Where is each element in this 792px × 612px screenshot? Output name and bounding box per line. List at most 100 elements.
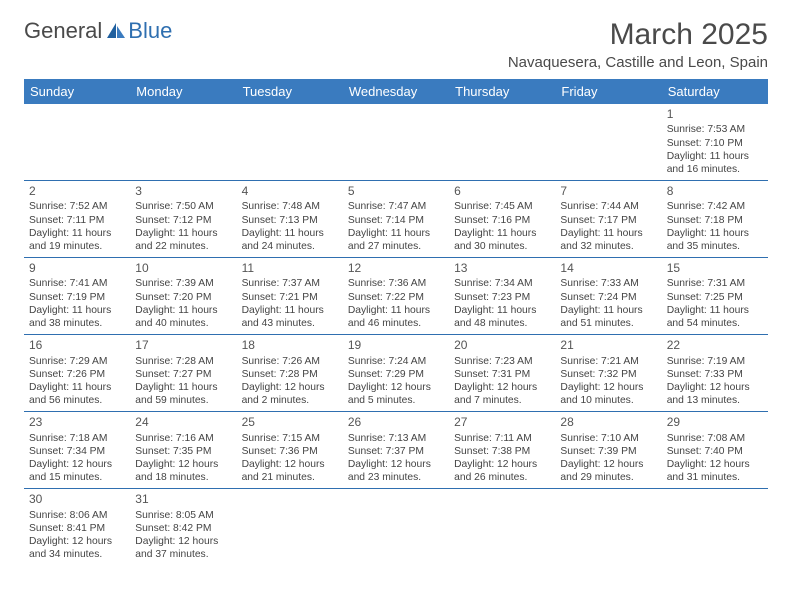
calendar-day-cell: 12Sunrise: 7:36 AMSunset: 7:22 PMDayligh… [343, 258, 449, 335]
sunset-text: Sunset: 7:18 PM [667, 214, 763, 227]
sunrise-text: Sunrise: 7:23 AM [454, 355, 550, 368]
sunrise-text: Sunrise: 7:53 AM [667, 123, 763, 136]
day-number: 11 [242, 261, 338, 276]
calendar-day-cell: 15Sunrise: 7:31 AMSunset: 7:25 PMDayligh… [662, 258, 768, 335]
sunrise-text: Sunrise: 7:34 AM [454, 277, 550, 290]
calendar-day-cell: 28Sunrise: 7:10 AMSunset: 7:39 PMDayligh… [555, 412, 661, 489]
daylight-text: Daylight: 12 hours and 23 minutes. [348, 458, 444, 484]
calendar-day-cell: 11Sunrise: 7:37 AMSunset: 7:21 PMDayligh… [237, 258, 343, 335]
day-number: 14 [560, 261, 656, 276]
calendar-day-cell: 21Sunrise: 7:21 AMSunset: 7:32 PMDayligh… [555, 335, 661, 412]
calendar-day-cell: 3Sunrise: 7:50 AMSunset: 7:12 PMDaylight… [130, 181, 236, 258]
sunset-text: Sunset: 7:16 PM [454, 214, 550, 227]
sunset-text: Sunset: 7:28 PM [242, 368, 338, 381]
day-number: 8 [667, 184, 763, 199]
calendar-week-row: 2Sunrise: 7:52 AMSunset: 7:11 PMDaylight… [24, 181, 768, 258]
calendar-day-cell [662, 489, 768, 566]
daylight-text: Daylight: 11 hours and 51 minutes. [560, 304, 656, 330]
sunrise-text: Sunrise: 7:24 AM [348, 355, 444, 368]
daylight-text: Daylight: 11 hours and 59 minutes. [135, 381, 231, 407]
sunrise-text: Sunrise: 7:47 AM [348, 200, 444, 213]
header: General Blue March 2025 Navaquesera, Cas… [24, 18, 768, 71]
sunrise-text: Sunrise: 7:28 AM [135, 355, 231, 368]
daylight-text: Daylight: 12 hours and 13 minutes. [667, 381, 763, 407]
daylight-text: Daylight: 11 hours and 46 minutes. [348, 304, 444, 330]
calendar-day-cell: 4Sunrise: 7:48 AMSunset: 7:13 PMDaylight… [237, 181, 343, 258]
sunset-text: Sunset: 7:14 PM [348, 214, 444, 227]
daylight-text: Daylight: 12 hours and 29 minutes. [560, 458, 656, 484]
sunrise-text: Sunrise: 7:26 AM [242, 355, 338, 368]
weekday-header: Wednesday [343, 79, 449, 104]
day-number: 30 [29, 492, 125, 507]
day-number: 13 [454, 261, 550, 276]
sunset-text: Sunset: 7:23 PM [454, 291, 550, 304]
daylight-text: Daylight: 11 hours and 22 minutes. [135, 227, 231, 253]
daylight-text: Daylight: 11 hours and 43 minutes. [242, 304, 338, 330]
calendar-day-cell: 6Sunrise: 7:45 AMSunset: 7:16 PMDaylight… [449, 181, 555, 258]
logo-sail-icon [106, 22, 126, 40]
sunset-text: Sunset: 7:29 PM [348, 368, 444, 381]
sunset-text: Sunset: 7:31 PM [454, 368, 550, 381]
weekday-header: Monday [130, 79, 236, 104]
sunset-text: Sunset: 7:32 PM [560, 368, 656, 381]
calendar-day-cell: 27Sunrise: 7:11 AMSunset: 7:38 PMDayligh… [449, 412, 555, 489]
sunrise-text: Sunrise: 7:42 AM [667, 200, 763, 213]
daylight-text: Daylight: 12 hours and 31 minutes. [667, 458, 763, 484]
calendar-day-cell [343, 104, 449, 181]
sunrise-text: Sunrise: 7:11 AM [454, 432, 550, 445]
sunset-text: Sunset: 7:40 PM [667, 445, 763, 458]
calendar-day-cell: 18Sunrise: 7:26 AMSunset: 7:28 PMDayligh… [237, 335, 343, 412]
calendar-day-cell: 20Sunrise: 7:23 AMSunset: 7:31 PMDayligh… [449, 335, 555, 412]
sunrise-text: Sunrise: 7:31 AM [667, 277, 763, 290]
day-number: 2 [29, 184, 125, 199]
calendar-day-cell [237, 489, 343, 566]
calendar-day-cell: 24Sunrise: 7:16 AMSunset: 7:35 PMDayligh… [130, 412, 236, 489]
daylight-text: Daylight: 12 hours and 18 minutes. [135, 458, 231, 484]
daylight-text: Daylight: 11 hours and 32 minutes. [560, 227, 656, 253]
calendar-day-cell: 26Sunrise: 7:13 AMSunset: 7:37 PMDayligh… [343, 412, 449, 489]
daylight-text: Daylight: 12 hours and 15 minutes. [29, 458, 125, 484]
day-number: 4 [242, 184, 338, 199]
calendar-day-cell: 16Sunrise: 7:29 AMSunset: 7:26 PMDayligh… [24, 335, 130, 412]
sunset-text: Sunset: 7:25 PM [667, 291, 763, 304]
sunset-text: Sunset: 7:35 PM [135, 445, 231, 458]
calendar-day-cell [343, 489, 449, 566]
sunset-text: Sunset: 7:38 PM [454, 445, 550, 458]
daylight-text: Daylight: 12 hours and 21 minutes. [242, 458, 338, 484]
calendar-day-cell: 22Sunrise: 7:19 AMSunset: 7:33 PMDayligh… [662, 335, 768, 412]
sunrise-text: Sunrise: 7:44 AM [560, 200, 656, 213]
day-number: 18 [242, 338, 338, 353]
day-number: 24 [135, 415, 231, 430]
sunset-text: Sunset: 7:36 PM [242, 445, 338, 458]
logo-text-blue: Blue [128, 18, 172, 44]
calendar-day-cell: 30Sunrise: 8:06 AMSunset: 8:41 PMDayligh… [24, 489, 130, 566]
sunrise-text: Sunrise: 7:39 AM [135, 277, 231, 290]
sunset-text: Sunset: 7:12 PM [135, 214, 231, 227]
calendar-day-cell: 23Sunrise: 7:18 AMSunset: 7:34 PMDayligh… [24, 412, 130, 489]
weekday-header-row: Sunday Monday Tuesday Wednesday Thursday… [24, 79, 768, 104]
daylight-text: Daylight: 11 hours and 24 minutes. [242, 227, 338, 253]
calendar-day-cell [449, 104, 555, 181]
weekday-header: Friday [555, 79, 661, 104]
calendar-day-cell: 2Sunrise: 7:52 AMSunset: 7:11 PMDaylight… [24, 181, 130, 258]
day-number: 6 [454, 184, 550, 199]
calendar-week-row: 23Sunrise: 7:18 AMSunset: 7:34 PMDayligh… [24, 412, 768, 489]
calendar-week-row: 9Sunrise: 7:41 AMSunset: 7:19 PMDaylight… [24, 258, 768, 335]
daylight-text: Daylight: 11 hours and 27 minutes. [348, 227, 444, 253]
sunrise-text: Sunrise: 7:33 AM [560, 277, 656, 290]
day-number: 17 [135, 338, 231, 353]
day-number: 27 [454, 415, 550, 430]
daylight-text: Daylight: 11 hours and 54 minutes. [667, 304, 763, 330]
sunrise-text: Sunrise: 7:13 AM [348, 432, 444, 445]
weekday-header: Sunday [24, 79, 130, 104]
daylight-text: Daylight: 12 hours and 7 minutes. [454, 381, 550, 407]
sunrise-text: Sunrise: 7:21 AM [560, 355, 656, 368]
sunrise-text: Sunrise: 7:50 AM [135, 200, 231, 213]
day-number: 22 [667, 338, 763, 353]
sunrise-text: Sunrise: 7:08 AM [667, 432, 763, 445]
day-number: 19 [348, 338, 444, 353]
sunrise-text: Sunrise: 7:10 AM [560, 432, 656, 445]
day-number: 5 [348, 184, 444, 199]
sunrise-text: Sunrise: 7:18 AM [29, 432, 125, 445]
calendar-table: Sunday Monday Tuesday Wednesday Thursday… [24, 79, 768, 565]
